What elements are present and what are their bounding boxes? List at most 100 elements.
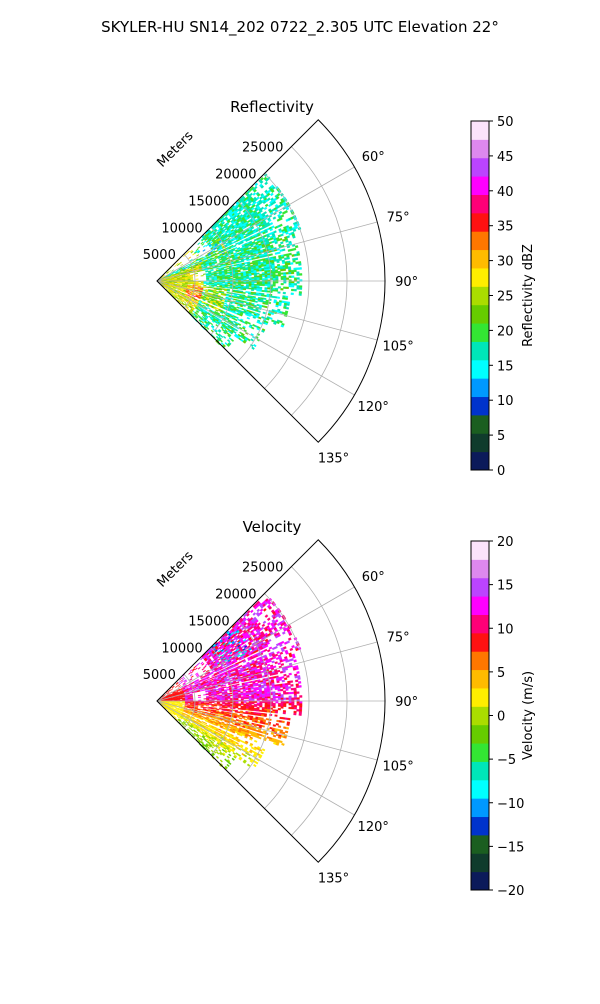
- radar-gate: [292, 282, 295, 284]
- colorbar-swatch: [471, 286, 489, 305]
- radar-gate: [221, 269, 224, 270]
- colorbar-swatch: [471, 323, 489, 342]
- radar-gate: [268, 639, 271, 642]
- radar-gate: [182, 284, 185, 285]
- radar-gate: [277, 297, 280, 299]
- radar-gate: [273, 281, 276, 283]
- radar-gate: [222, 300, 225, 302]
- radar-gate: [195, 286, 198, 287]
- radar-gate: [245, 265, 248, 267]
- radar-gate: [197, 293, 200, 294]
- radar-gate: [296, 262, 299, 264]
- radar-gate: [244, 301, 247, 303]
- radar-gate: [244, 258, 247, 260]
- radar-gate: [294, 283, 297, 285]
- radar-gate: [273, 290, 276, 292]
- radar-gate: [215, 309, 218, 311]
- radar-gate: [283, 269, 286, 271]
- radar-gate: [234, 640, 237, 643]
- radar-gate: [287, 303, 290, 305]
- radar-gate: [274, 231, 277, 234]
- radar-gate: [219, 292, 222, 293]
- radar-gate: [241, 288, 244, 290]
- colorbar-swatch: [471, 397, 489, 416]
- radar-gate: [251, 327, 254, 330]
- radar-gate: [265, 281, 268, 283]
- radar-gate: [195, 273, 198, 274]
- radar-gate: [299, 273, 302, 275]
- radar-gate: [255, 680, 258, 682]
- radar-gate: [278, 662, 281, 664]
- radar-gate: [273, 278, 276, 280]
- radar-gate: [169, 270, 171, 272]
- radar-gate: [184, 265, 187, 267]
- radar-gate: [282, 297, 285, 299]
- radar-gate: [188, 309, 190, 311]
- radar-gate: [209, 276, 212, 277]
- angle-tick-label: 105°: [382, 340, 413, 355]
- radar-gate: [289, 253, 292, 255]
- radar-gate: [272, 687, 275, 689]
- radar-gate: [226, 266, 229, 268]
- radar-gate: [225, 273, 228, 274]
- radar-gate: [289, 283, 292, 285]
- radar-gate: [198, 288, 201, 289]
- radar-gate: [217, 284, 220, 285]
- radar-gate: [233, 331, 236, 334]
- radar-gate: [297, 274, 300, 276]
- radar-gate: [295, 258, 298, 260]
- radar-gate: [196, 279, 199, 280]
- radar-gate: [297, 282, 300, 284]
- radar-gate: [261, 295, 264, 297]
- radar-gate: [265, 204, 268, 207]
- radar-gate: [224, 303, 227, 305]
- radar-gate: [240, 292, 243, 294]
- radar-gate: [216, 268, 219, 269]
- radar-gate: [243, 289, 246, 290]
- radar-gate: [219, 259, 222, 261]
- radar-gate: [240, 686, 243, 688]
- radar-gate: [203, 694, 206, 695]
- radar-gate: [268, 281, 271, 283]
- radar-gate: [262, 283, 265, 285]
- radar-gate: [227, 339, 230, 342]
- radar-gate: [251, 273, 254, 275]
- radial-tick-label: 10000: [161, 221, 202, 236]
- radar-gate: [278, 268, 281, 270]
- radar-gate: [203, 249, 206, 251]
- radar-gate: [204, 283, 207, 284]
- radar-gate: [262, 624, 265, 627]
- radar-gate: [281, 283, 284, 285]
- colorbar-tick-label: 35: [497, 220, 514, 235]
- radar-gate: [254, 279, 257, 280]
- colorbar-swatch: [471, 158, 489, 177]
- radar-gate: [198, 285, 201, 286]
- radar-gate: [210, 323, 213, 325]
- radar-gate: [247, 299, 250, 301]
- radar-gate: [257, 276, 260, 278]
- radar-gate: [282, 249, 285, 251]
- radar-gate: [206, 282, 209, 283]
- radar-gate: [201, 266, 204, 267]
- radar-gate: [175, 686, 177, 688]
- radar-gate: [286, 307, 289, 309]
- radar-data: [158, 598, 302, 770]
- radar-gate: [198, 667, 201, 669]
- radar-gate: [241, 283, 244, 284]
- radar-gate: [182, 282, 185, 283]
- radar-gate: [217, 693, 220, 694]
- radar-gate: [178, 686, 180, 688]
- radar-gate: [289, 673, 292, 675]
- radar-gate: [282, 301, 285, 303]
- radar-gate: [273, 276, 276, 278]
- radar-gate: [281, 215, 284, 218]
- radar-gate: [195, 275, 198, 276]
- radar-gate: [298, 263, 301, 265]
- radar-gate: [233, 279, 236, 280]
- radar-gate: [281, 288, 284, 290]
- radar-gate: [289, 276, 292, 278]
- radar-gate: [298, 681, 301, 683]
- radar-gate: [267, 286, 270, 288]
- radar-gate: [290, 262, 293, 264]
